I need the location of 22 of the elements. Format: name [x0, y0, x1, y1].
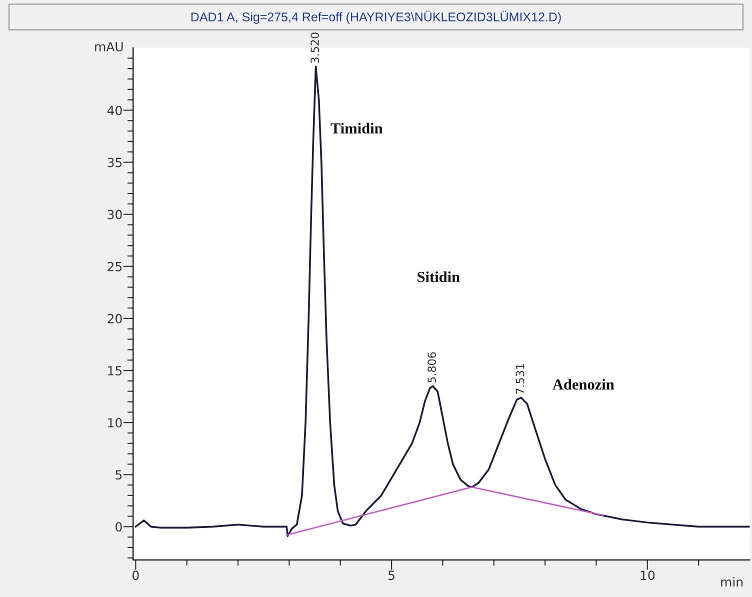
x-tick-label: 0: [132, 570, 139, 580]
y-tick-label: 5: [116, 470, 122, 480]
x-tick-label: 5: [388, 570, 394, 580]
y-tick-label: 20: [108, 314, 122, 324]
y-tick-label: 40: [107, 106, 122, 116]
x-tick-label: 10: [640, 570, 655, 580]
annotation: 3.520: [310, 32, 320, 63]
y-tick-label: 10: [108, 418, 122, 428]
annotation: 7.531: [516, 364, 524, 394]
x-axis-title: min: [721, 576, 743, 586]
line-series: [134, 66, 750, 537]
annotation: 5.806: [428, 352, 436, 382]
chart-title: DAD1 A, Sig=275,4 Ref=off (HAYRIYE3\NÜKLEOZID3LÜMIX12.D): [191, 10, 561, 24]
y-tick-label: 0: [116, 522, 122, 532]
y-tick-label: 30: [108, 210, 122, 220]
annotation: Sitidin: [418, 271, 460, 282]
y-tick-label: 15: [108, 366, 122, 376]
y-axis-title: mAU: [95, 42, 123, 52]
y-tick-label: 35: [108, 158, 122, 168]
y-tick-label: 25: [108, 262, 122, 272]
annotation: Adenozin: [552, 378, 614, 390]
annotation: Timidin: [330, 122, 383, 134]
